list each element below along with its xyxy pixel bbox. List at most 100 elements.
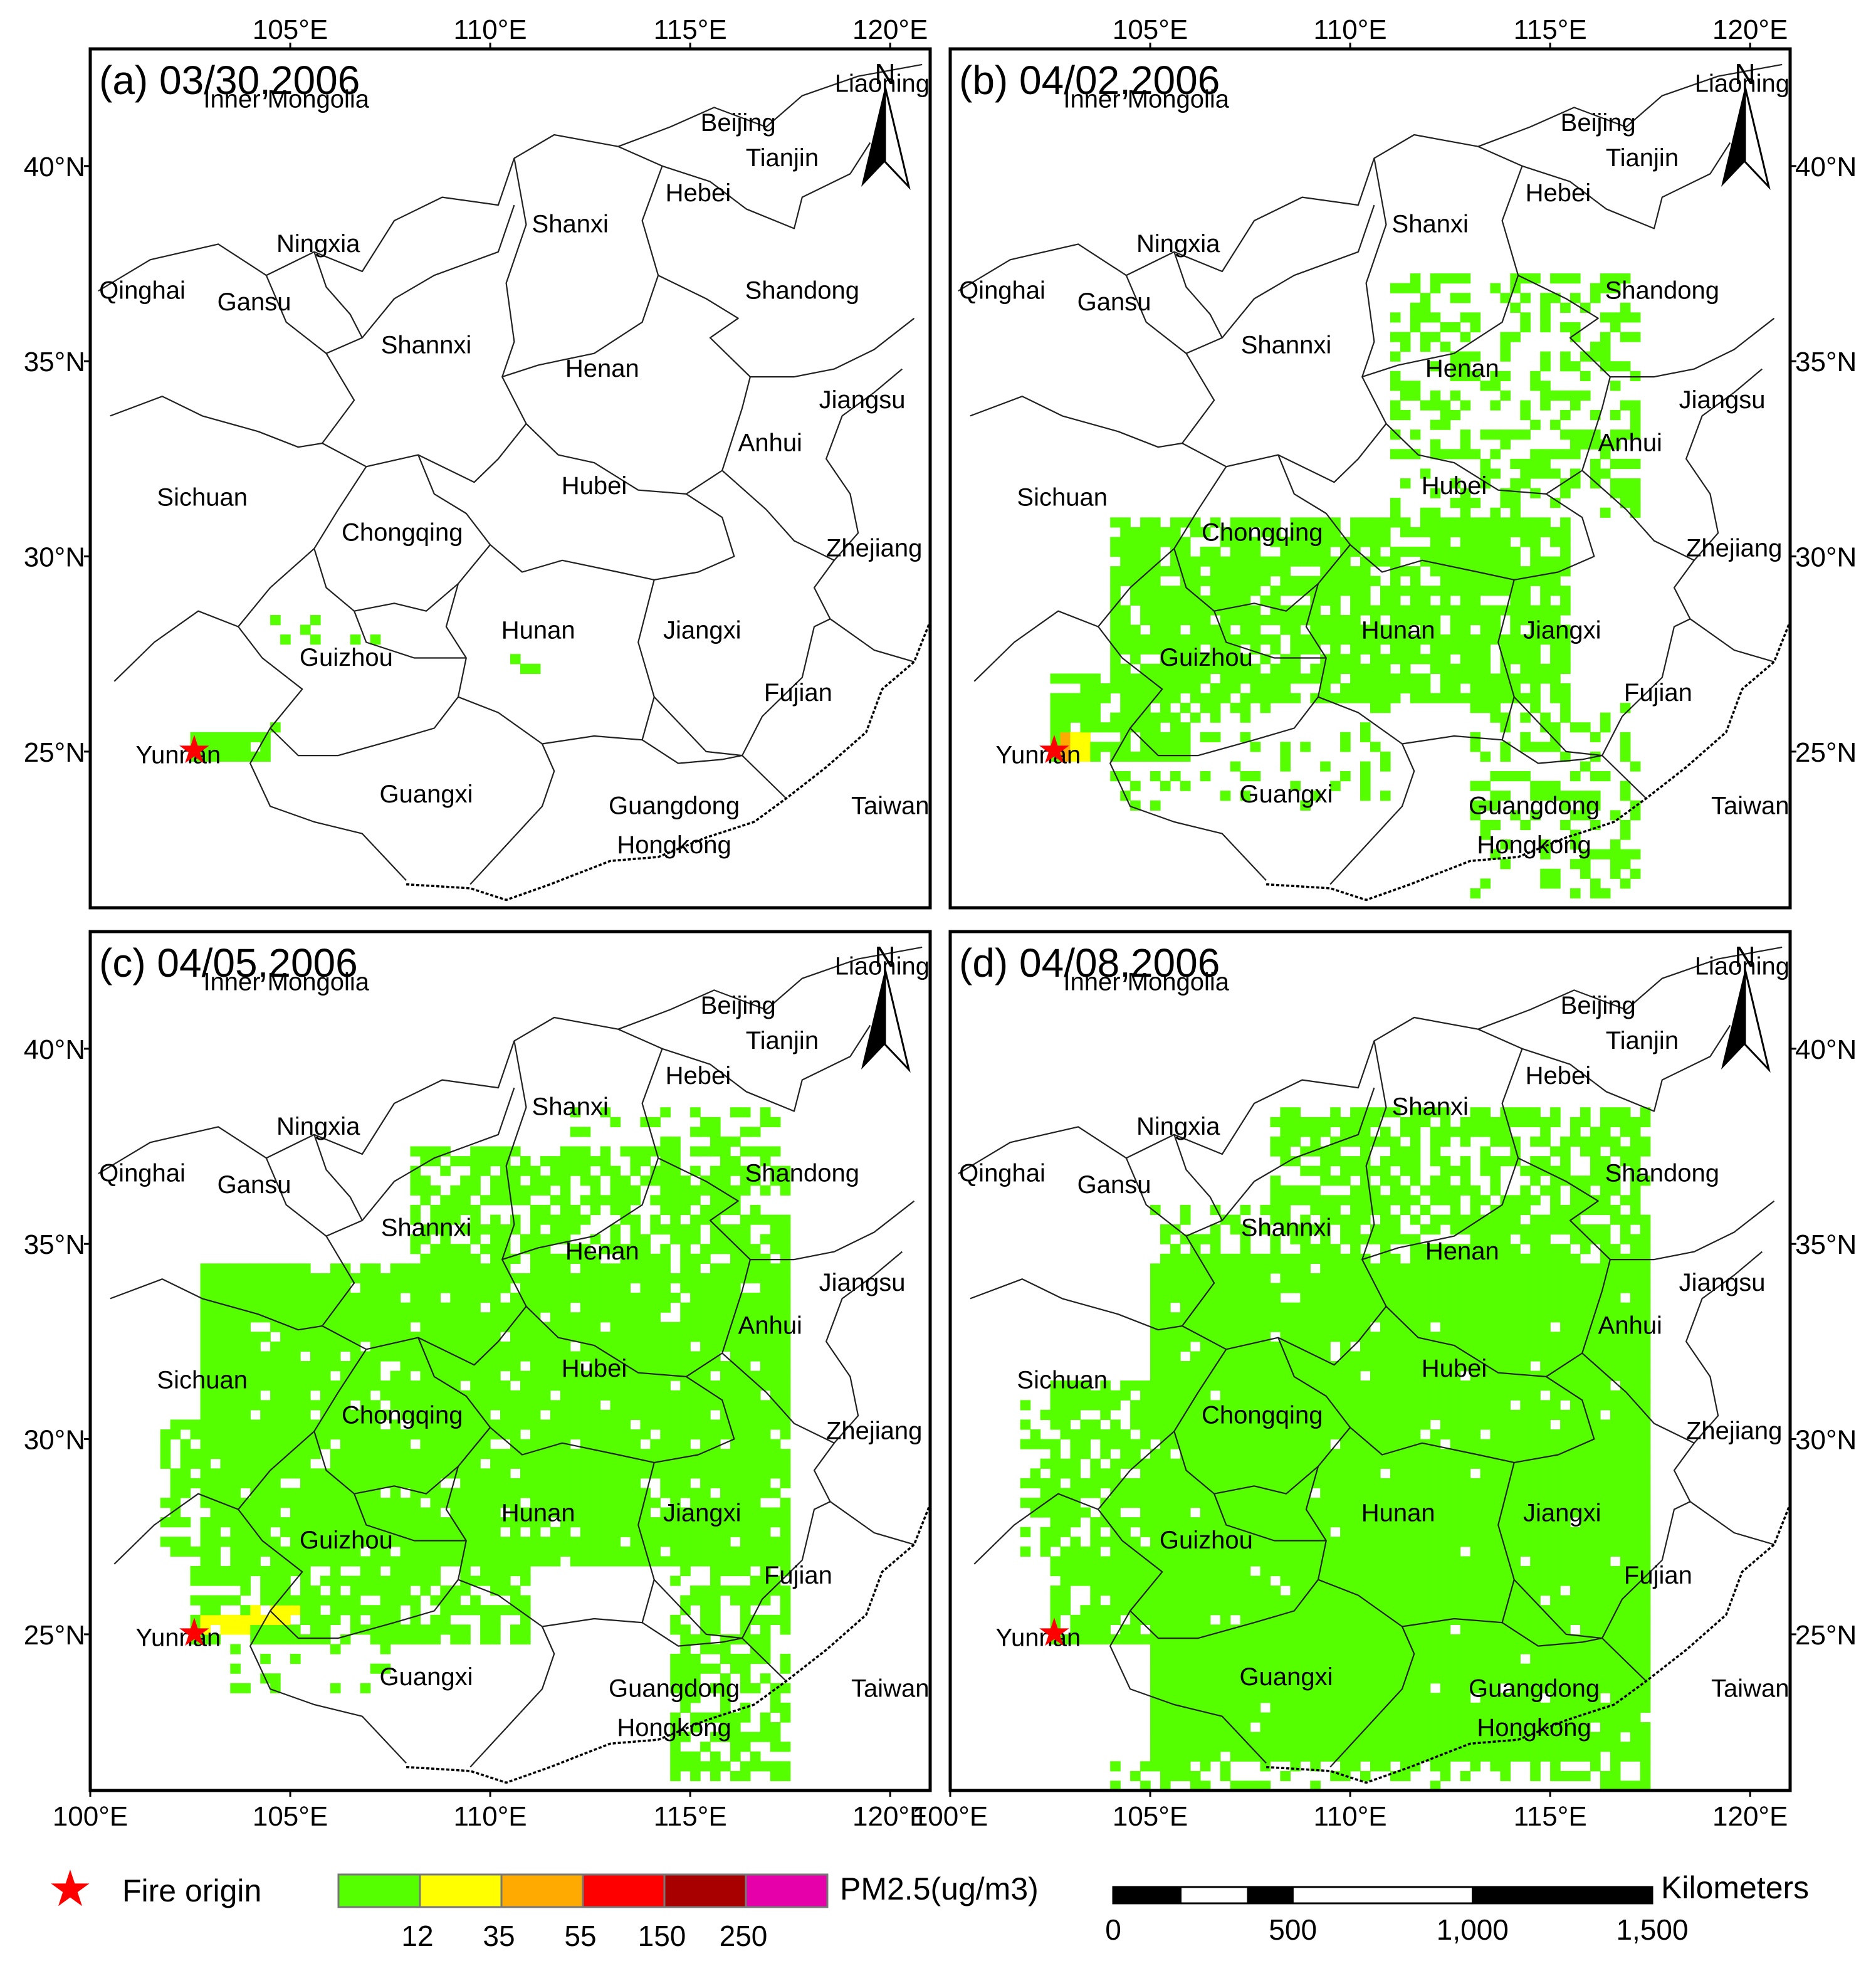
pm25-cell xyxy=(1190,1498,1201,1508)
pm25-cell xyxy=(1560,586,1571,596)
pm25-cell xyxy=(1160,1449,1171,1459)
pm25-cell xyxy=(1630,761,1641,772)
pm25-cell xyxy=(380,1341,391,1352)
pm25-cell xyxy=(420,1439,431,1449)
pm25-cell xyxy=(570,1507,581,1518)
pm25-cell xyxy=(370,1429,381,1440)
pm25-cell xyxy=(1200,595,1211,606)
pm25-cell xyxy=(240,1527,251,1537)
pm25-cell xyxy=(1170,1400,1181,1411)
pm25-cell xyxy=(1250,1683,1261,1693)
pm25-cell xyxy=(360,1283,371,1293)
pm25-cell xyxy=(680,1390,691,1401)
province-border-line xyxy=(1581,368,1763,561)
pm25-cell xyxy=(650,1419,661,1430)
pm25-cell xyxy=(410,1234,421,1244)
pm25-cell xyxy=(720,1390,731,1401)
pm25-cell xyxy=(1360,556,1371,567)
pm25-cell xyxy=(1060,1429,1071,1440)
pm25-cell xyxy=(1130,673,1141,684)
pm25-cell xyxy=(1510,595,1521,606)
pm25-cell xyxy=(1160,654,1171,665)
pm25-cell xyxy=(740,1332,751,1342)
province-border-line xyxy=(1329,744,1415,885)
pm25-cell xyxy=(1090,1624,1101,1635)
pm25-cell xyxy=(1220,595,1231,606)
pm25-cell xyxy=(540,1449,551,1459)
pm25-cell xyxy=(740,1322,751,1332)
pm25-cell xyxy=(620,1458,631,1469)
pm25-cell xyxy=(680,1234,691,1244)
pm25-cell xyxy=(1240,1537,1251,1547)
pm25-cell xyxy=(1450,527,1461,537)
pm25-cell xyxy=(1160,1761,1171,1772)
pm25-cell xyxy=(740,1498,751,1508)
pm25-cell xyxy=(710,1400,721,1411)
pm25-cell xyxy=(670,1722,681,1733)
pm25-cell xyxy=(1260,1341,1271,1352)
pm25-cell xyxy=(740,1634,751,1645)
pm25-cell xyxy=(1410,429,1421,440)
pm25-cell xyxy=(1170,1683,1181,1693)
pm25-cell xyxy=(1520,712,1531,723)
pm25-cell xyxy=(1170,1361,1181,1372)
pm25-cell xyxy=(1180,1722,1191,1733)
pm25-cell xyxy=(380,1498,391,1508)
pm25-cell xyxy=(200,1527,211,1537)
pm25-cell xyxy=(770,1409,781,1420)
pm25-cell xyxy=(1180,1546,1191,1557)
pm25-cell xyxy=(230,1351,241,1362)
pm25-cell xyxy=(1200,1351,1211,1362)
pm25-cell xyxy=(1270,1214,1281,1225)
pm25-cell xyxy=(660,1263,671,1274)
pm25-cell xyxy=(1500,342,1511,352)
pm25-cell xyxy=(530,1165,541,1176)
pm25-cell xyxy=(1170,654,1181,665)
pm25-cell xyxy=(740,1517,751,1528)
pm25-cell xyxy=(710,1380,721,1391)
pm25-cell xyxy=(1090,693,1101,703)
pm25-cell xyxy=(220,1565,231,1577)
pm25-cell xyxy=(780,1517,791,1528)
pm25-cell xyxy=(390,1634,401,1645)
pm25-cell xyxy=(700,1409,711,1420)
pm25-cell xyxy=(600,1556,611,1567)
pm25-cell xyxy=(1460,663,1471,674)
province-label: Liaoning xyxy=(835,70,930,98)
pm25-cell xyxy=(1160,1224,1171,1235)
pm25-cell xyxy=(630,1468,641,1479)
pm25-cell xyxy=(1170,1273,1181,1284)
pm25-cell xyxy=(1390,683,1401,694)
pm25-cell xyxy=(230,1614,241,1625)
pm25-cell xyxy=(450,1263,461,1274)
pm25-cell xyxy=(1190,1780,1201,1790)
pm25-cell xyxy=(460,1322,471,1332)
pm25-cell xyxy=(740,1429,751,1440)
pm25-cell xyxy=(650,1195,661,1206)
pm25-cell xyxy=(740,1546,751,1557)
pm25-cell xyxy=(260,742,271,752)
pm25-cell xyxy=(1300,547,1311,557)
pm25-cell xyxy=(1110,1575,1121,1586)
pm25-cell xyxy=(1480,703,1491,713)
pm25-cell xyxy=(210,1614,221,1625)
pm25-cell xyxy=(1250,615,1261,626)
pm25-cell xyxy=(1310,576,1321,586)
pm25-cell xyxy=(1370,537,1381,547)
pm25-cell xyxy=(1110,634,1121,645)
pm25-cell xyxy=(300,1605,311,1616)
pm25-cell xyxy=(280,1605,291,1616)
province-labels: Inner MongoliaLiaoningBeijingTianjinHebe… xyxy=(959,70,1790,859)
pm25-cell xyxy=(520,1575,531,1586)
pm25-cell xyxy=(510,1527,521,1537)
pm25-cell xyxy=(1170,1351,1181,1362)
pm25-cell xyxy=(740,1419,751,1430)
pm25-cell xyxy=(220,1273,231,1284)
fire-origin-star-icon: ★ xyxy=(1037,727,1072,772)
pm25-cell xyxy=(1250,1293,1261,1303)
pm25-cell xyxy=(530,1409,541,1420)
pm25-cell xyxy=(610,1302,621,1313)
pm25-cell xyxy=(1440,693,1451,703)
pm25-cell xyxy=(1180,722,1191,733)
pm25-cell xyxy=(1250,1595,1261,1606)
